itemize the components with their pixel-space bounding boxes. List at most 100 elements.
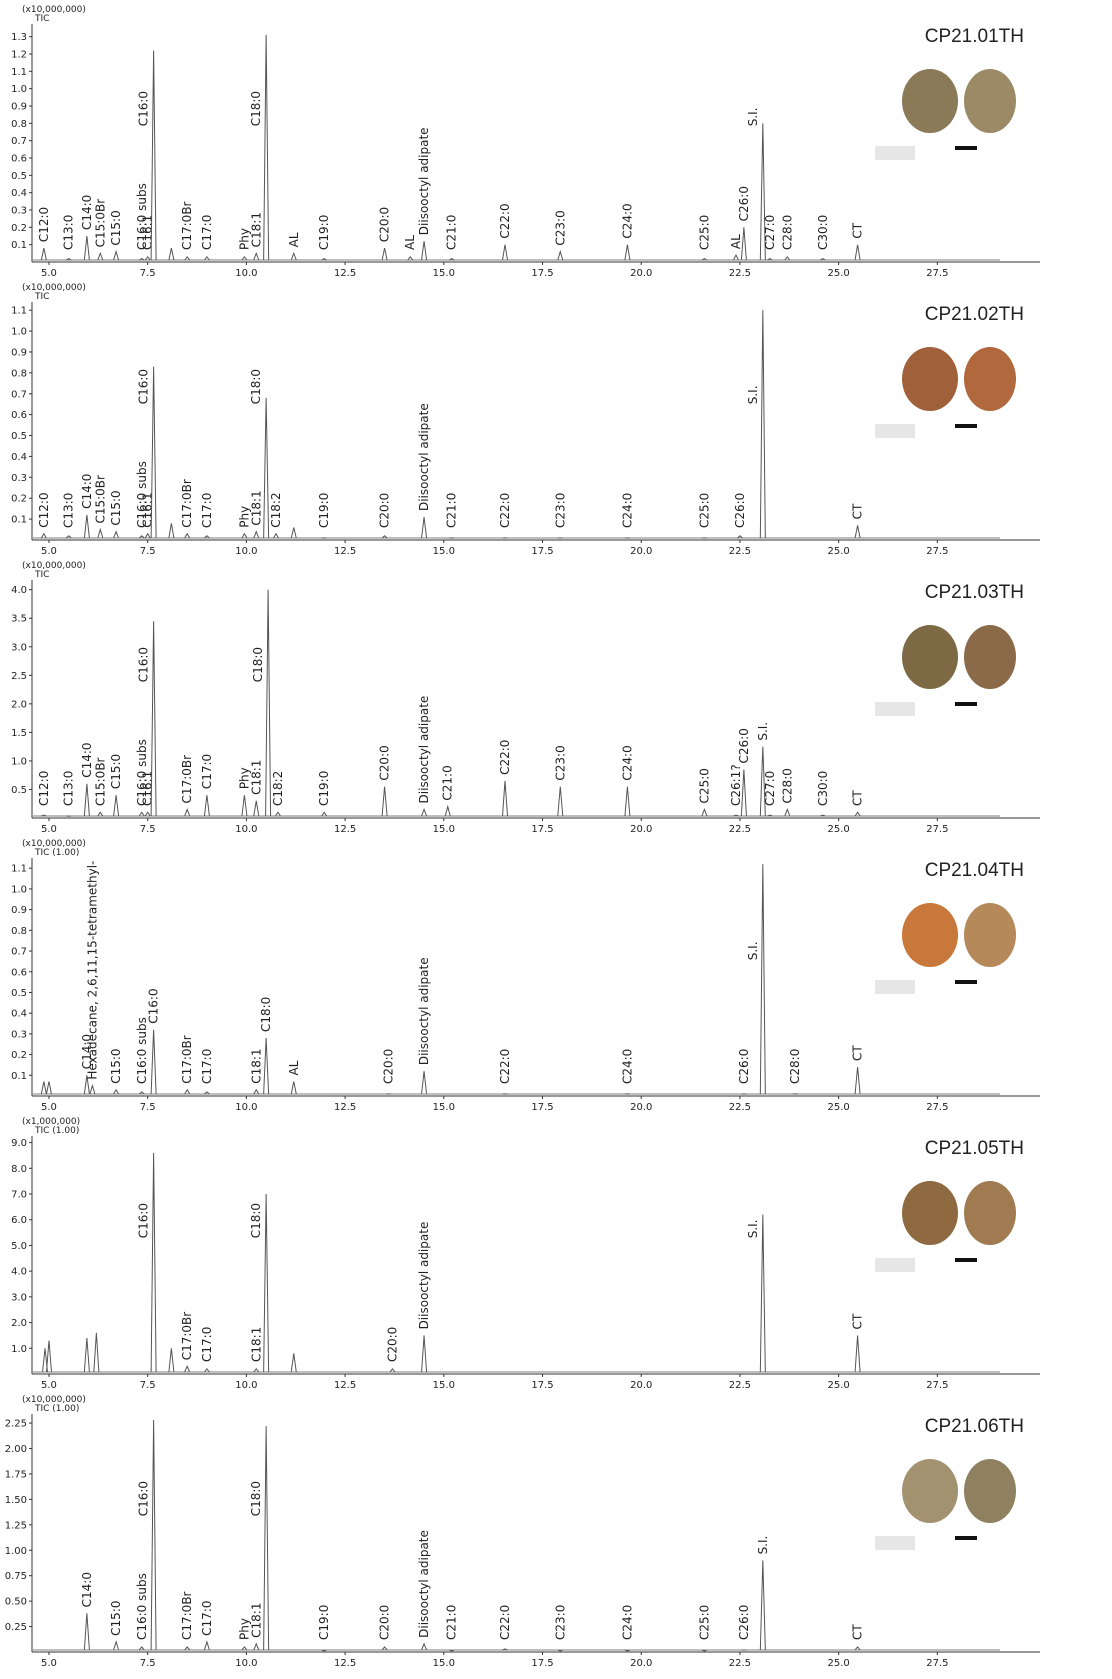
y-tick-label: 6.0 <box>11 1215 27 1226</box>
peak-label: C19:0 <box>317 771 331 806</box>
peak-label: C14:0 <box>80 742 94 777</box>
peak-label: S.I. <box>756 1536 770 1555</box>
peak-label: AL <box>287 232 301 247</box>
peak <box>421 808 428 817</box>
x-tick-label: 17.5 <box>531 1658 553 1669</box>
y-tick-label: 0.2 <box>11 494 27 505</box>
peak <box>733 253 739 261</box>
peak <box>203 795 210 817</box>
x-tick-label: 25.0 <box>828 268 850 279</box>
y-tick-label: 1.2 <box>11 50 27 61</box>
peak-label: C16:0 <box>137 647 151 682</box>
peak <box>138 1646 145 1651</box>
y-tick-label: 0.6 <box>11 967 27 978</box>
y-tick-label: 0.1 <box>11 240 27 251</box>
peak <box>113 1088 120 1095</box>
peak <box>265 589 272 817</box>
peak-label: C14:0 <box>80 474 94 509</box>
panel: (x10,000,000)TIC CP21.02TH 0.1 0.2 0.3 0.4 0.5… <box>11 283 1040 557</box>
y-tick-label: 1.0 <box>11 756 27 767</box>
panel: (x10,000,000)TIC CP21.03TH 0.5 1.0 1.5 2.0 2.5… <box>11 561 1040 835</box>
peak-label: C16:0 subs <box>135 1017 149 1084</box>
peak <box>321 1649 327 1652</box>
peak <box>150 50 157 261</box>
peak-label: AL <box>729 234 743 249</box>
x-tick-label: 20.0 <box>630 546 652 557</box>
peak-label: C18:1 <box>249 490 263 525</box>
x-tick-label: 20.0 <box>630 1380 652 1391</box>
x-tick-label: 22.5 <box>729 546 751 557</box>
peak-label: C23:0 <box>553 210 567 245</box>
peak <box>701 808 708 817</box>
peak <box>144 811 151 817</box>
peak-label: C20:0 <box>378 1605 392 1640</box>
peak-label: C24:0 <box>620 493 634 528</box>
peak <box>204 255 210 261</box>
peak <box>854 1335 861 1373</box>
x-tick-label: 10.0 <box>235 1658 257 1669</box>
y-tick-label: 1.75 <box>5 1469 27 1480</box>
peak <box>557 1649 563 1652</box>
y-tick-label: 0.8 <box>11 119 27 130</box>
peak-label: AL <box>403 235 417 250</box>
y-tick-label: 2.0 <box>11 699 27 710</box>
y-tick-label: 0.3 <box>11 206 27 217</box>
scale-bar <box>955 146 977 150</box>
peak <box>184 532 191 539</box>
y-tick-label: 8.0 <box>11 1164 27 1175</box>
y-tick-label: 0.75 <box>5 1571 27 1582</box>
peak-label: C18:0 <box>251 647 265 682</box>
x-tick-label: 27.5 <box>926 1102 948 1113</box>
peak-label: C24:0 <box>620 203 634 238</box>
y-tick-label: 0.5 <box>11 988 27 999</box>
peak-label: C18:2 <box>269 492 283 527</box>
peak-label: C17:0 <box>200 754 214 789</box>
y-tick-label: 1.50 <box>5 1495 27 1506</box>
peak-label: C24:0 <box>620 1605 634 1640</box>
y-tick-label: 1.1 <box>11 306 27 317</box>
peak-label: C26:0 <box>733 493 747 528</box>
photo-caption <box>875 1536 915 1550</box>
x-tick-label: 17.5 <box>531 1380 553 1391</box>
scale-bar <box>955 1536 977 1540</box>
y-tick-label: 3.0 <box>11 1292 27 1303</box>
peak <box>389 1368 396 1373</box>
sherd-photo <box>902 1459 958 1523</box>
x-tick-label: 25.0 <box>828 1658 850 1669</box>
peak <box>150 366 157 539</box>
x-tick-label: 27.5 <box>926 1380 948 1391</box>
peak <box>139 257 145 261</box>
x-tick-label: 10.0 <box>235 1102 257 1113</box>
peak <box>168 523 175 539</box>
peak <box>144 255 151 261</box>
sample-title: CP21.06TH <box>925 1416 1024 1437</box>
peak-label: C22:0 <box>498 740 512 775</box>
peak-label: C12:0 <box>37 207 51 242</box>
y-tick-label: 0.9 <box>11 347 27 358</box>
peak <box>263 34 270 261</box>
y-tick-label: 0.3 <box>11 473 27 484</box>
y-axis-label: TIC <box>34 292 49 302</box>
photo-caption <box>875 146 915 160</box>
sherd-photo <box>964 903 1016 967</box>
peak <box>421 1335 428 1373</box>
peak-label: C19:0 <box>317 215 331 250</box>
peak-label: C19:0 <box>317 1605 331 1640</box>
peak-label: C27:0 <box>763 215 777 250</box>
peak <box>759 864 766 1095</box>
x-tick-label: 10.0 <box>235 268 257 279</box>
peak <box>448 257 455 261</box>
y-tick-label: 1.25 <box>5 1520 27 1531</box>
peak <box>89 1083 96 1095</box>
peak-label: S.I. <box>746 1219 760 1238</box>
peak <box>820 257 826 261</box>
peak <box>83 235 90 261</box>
peak-label: C20:0 <box>382 1049 396 1084</box>
y-tick-label: 1.1 <box>11 67 27 78</box>
peak-label: C26:0 <box>737 1605 751 1640</box>
x-tick-label: 20.0 <box>630 1102 652 1113</box>
peak <box>184 255 191 261</box>
peak-label: C18:0 <box>249 91 263 126</box>
x-tick-label: 7.5 <box>140 1102 156 1113</box>
peak <box>290 1081 297 1095</box>
